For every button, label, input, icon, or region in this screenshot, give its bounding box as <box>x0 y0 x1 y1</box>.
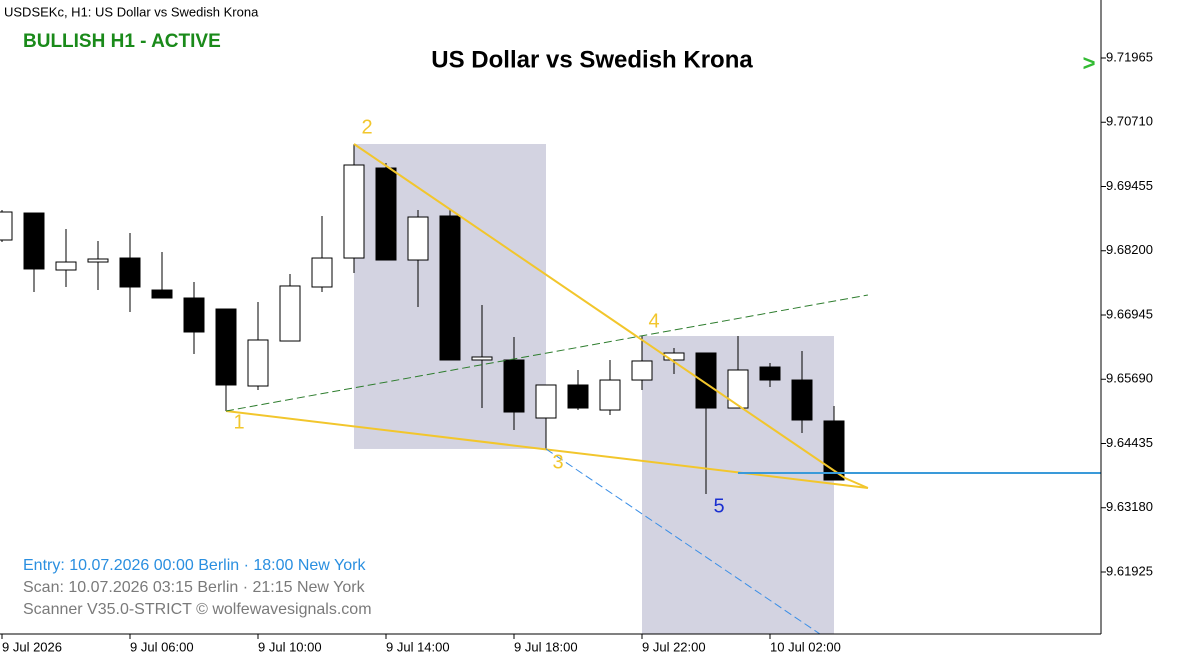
wave-label: 2 <box>361 116 372 138</box>
candle <box>23 212 45 293</box>
candle-body <box>791 379 813 421</box>
candle-body <box>311 257 333 288</box>
candle <box>471 305 493 409</box>
candle <box>119 232 141 312</box>
candle-body <box>215 308 237 386</box>
candle-body <box>151 289 173 299</box>
candle <box>311 215 333 293</box>
target-marker: > <box>1083 50 1096 75</box>
y-tick-label: 9.63180 <box>1106 499 1153 514</box>
candle-body <box>567 384 589 409</box>
candle-body <box>0 211 13 241</box>
candle <box>695 352 717 494</box>
pattern-line <box>545 448 821 635</box>
candle <box>567 369 589 411</box>
candle <box>631 335 653 391</box>
candle-body <box>823 420 845 481</box>
x-tick-label: 9 Jul 10:00 <box>258 639 322 654</box>
candle <box>151 251 173 299</box>
candle-body <box>471 356 493 361</box>
chart-title: US Dollar vs Swedish Krona <box>431 46 753 73</box>
status: BULLISH H1 - ACTIVE <box>23 31 221 52</box>
candle-body <box>375 167 397 261</box>
candle-body <box>727 369 749 409</box>
candle-body <box>247 339 269 387</box>
candle-body <box>663 352 685 361</box>
wave-label: 3 <box>552 451 563 473</box>
candle-body <box>503 359 525 413</box>
candle <box>215 308 237 411</box>
candle <box>407 210 429 308</box>
candle-body <box>343 164 365 259</box>
candle <box>727 335 749 409</box>
candle-body <box>631 360 653 381</box>
y-tick-label: 9.66945 <box>1106 306 1153 321</box>
wave-label: 1 <box>233 411 244 433</box>
candle-body <box>535 384 557 419</box>
info-line: Entry: 10.07.2026 00:00 Berlin · 18:00 N… <box>23 557 366 574</box>
candle-body <box>183 297 205 333</box>
x-tick-label: 9 Jul 14:00 <box>386 639 450 654</box>
candle <box>823 405 845 481</box>
info-line: Scanner V35.0-STRICT © wolfewavesignals.… <box>23 601 372 618</box>
candle <box>791 350 813 434</box>
y-tick-label: 9.61925 <box>1106 563 1153 578</box>
candle-body <box>279 285 301 342</box>
plot-area <box>0 143 1101 635</box>
pattern-line <box>225 294 869 412</box>
wave-label: 4 <box>648 310 659 332</box>
candle-body <box>87 258 109 263</box>
candle-body <box>759 366 781 381</box>
candle <box>279 273 301 342</box>
candle <box>55 228 77 287</box>
candle-body <box>599 379 621 411</box>
y-tick-label: 9.70710 <box>1106 114 1153 129</box>
x-tick-label: 9 Jul 06:00 <box>130 639 194 654</box>
x-tick-label: 10 Jul 02:00 <box>770 639 841 654</box>
candle <box>599 360 621 415</box>
candle <box>247 301 269 391</box>
header: USDSEKc, H1: US Dollar vs Swedish Krona <box>4 4 259 19</box>
candle <box>439 210 461 361</box>
candle <box>0 210 13 242</box>
candle-body <box>119 257 141 288</box>
wave-label: 5 <box>713 495 724 517</box>
candle <box>503 337 525 430</box>
x-tick-label: 9 Jul 18:00 <box>514 639 578 654</box>
y-tick-label: 9.69455 <box>1106 178 1153 193</box>
y-tick-label: 9.64435 <box>1106 435 1153 450</box>
y-tick-label: 9.71965 <box>1106 49 1153 64</box>
candle <box>375 163 397 261</box>
x-tick-label: 9 Jul 22:00 <box>642 639 706 654</box>
y-tick-label: 9.65690 <box>1106 371 1153 386</box>
x-tick-label: 9 Jul 2026 <box>2 639 62 654</box>
pattern-line <box>353 143 869 489</box>
info-line: Scan: 10.07.2026 03:15 Berlin · 21:15 Ne… <box>23 579 366 596</box>
candle-body <box>23 212 45 270</box>
candle-body <box>407 216 429 261</box>
candle <box>759 363 781 387</box>
candle-body <box>695 352 717 409</box>
candle <box>535 384 557 449</box>
candle <box>87 240 109 291</box>
candle-body <box>55 261 77 271</box>
candle <box>343 144 365 274</box>
candle-body <box>439 215 461 361</box>
y-tick-label: 9.68200 <box>1106 242 1153 257</box>
candle <box>183 281 205 355</box>
